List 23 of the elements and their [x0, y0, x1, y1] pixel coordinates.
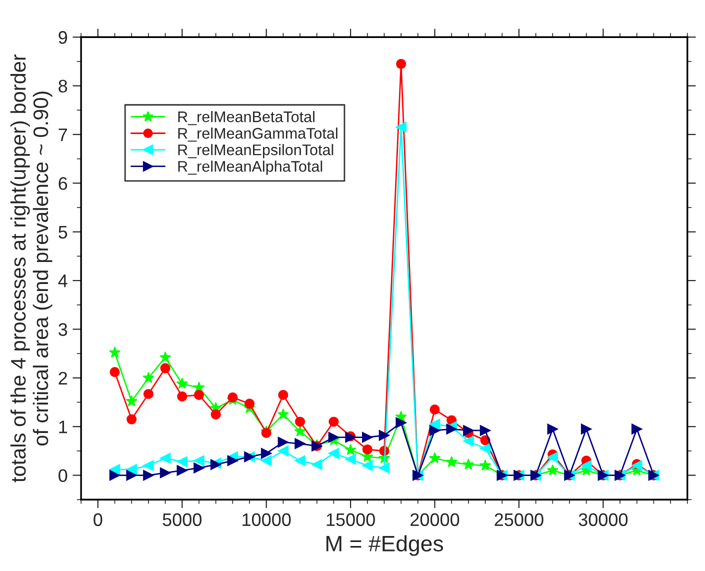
y-tick-label: 3	[58, 323, 68, 336]
x-tick-label: 15000	[326, 513, 375, 526]
legend-label: R_relMeanEpsilonTotal	[178, 144, 334, 158]
legend-label: R_relMeanGammaTotal	[178, 128, 338, 142]
x-axis-title: M = #Edges	[326, 535, 444, 556]
y-tick-label: 6	[58, 177, 68, 190]
x-tick-label: 5000	[162, 513, 202, 526]
y-tick-label: 7	[58, 128, 67, 142]
legend-label: R_relMeanBetaTotal	[178, 110, 314, 126]
x-tick-label: 30000	[578, 513, 628, 526]
y-tick-label: 4	[58, 274, 68, 288]
y-tick-label: 1	[59, 420, 67, 434]
legend-label: R_relMeanAlphaTotal	[178, 160, 322, 175]
x-tick-label: 25000	[494, 513, 544, 526]
y-axis-title: totals of the 4 processes at right(upper) border of critical area (end prevalence ~ 0.90)	[10, 54, 52, 482]
x-tick-label: 0	[94, 513, 102, 526]
y-tick-label: 5	[58, 226, 68, 239]
y-tick-label: 8	[58, 80, 68, 93]
x-tick-label: 20000	[410, 513, 460, 526]
x-tick-label: 10000	[242, 513, 291, 526]
y-tick-label: 2	[58, 372, 67, 384]
y-tick-label: 0	[58, 469, 68, 482]
y-tick-label: 9	[58, 31, 68, 44]
